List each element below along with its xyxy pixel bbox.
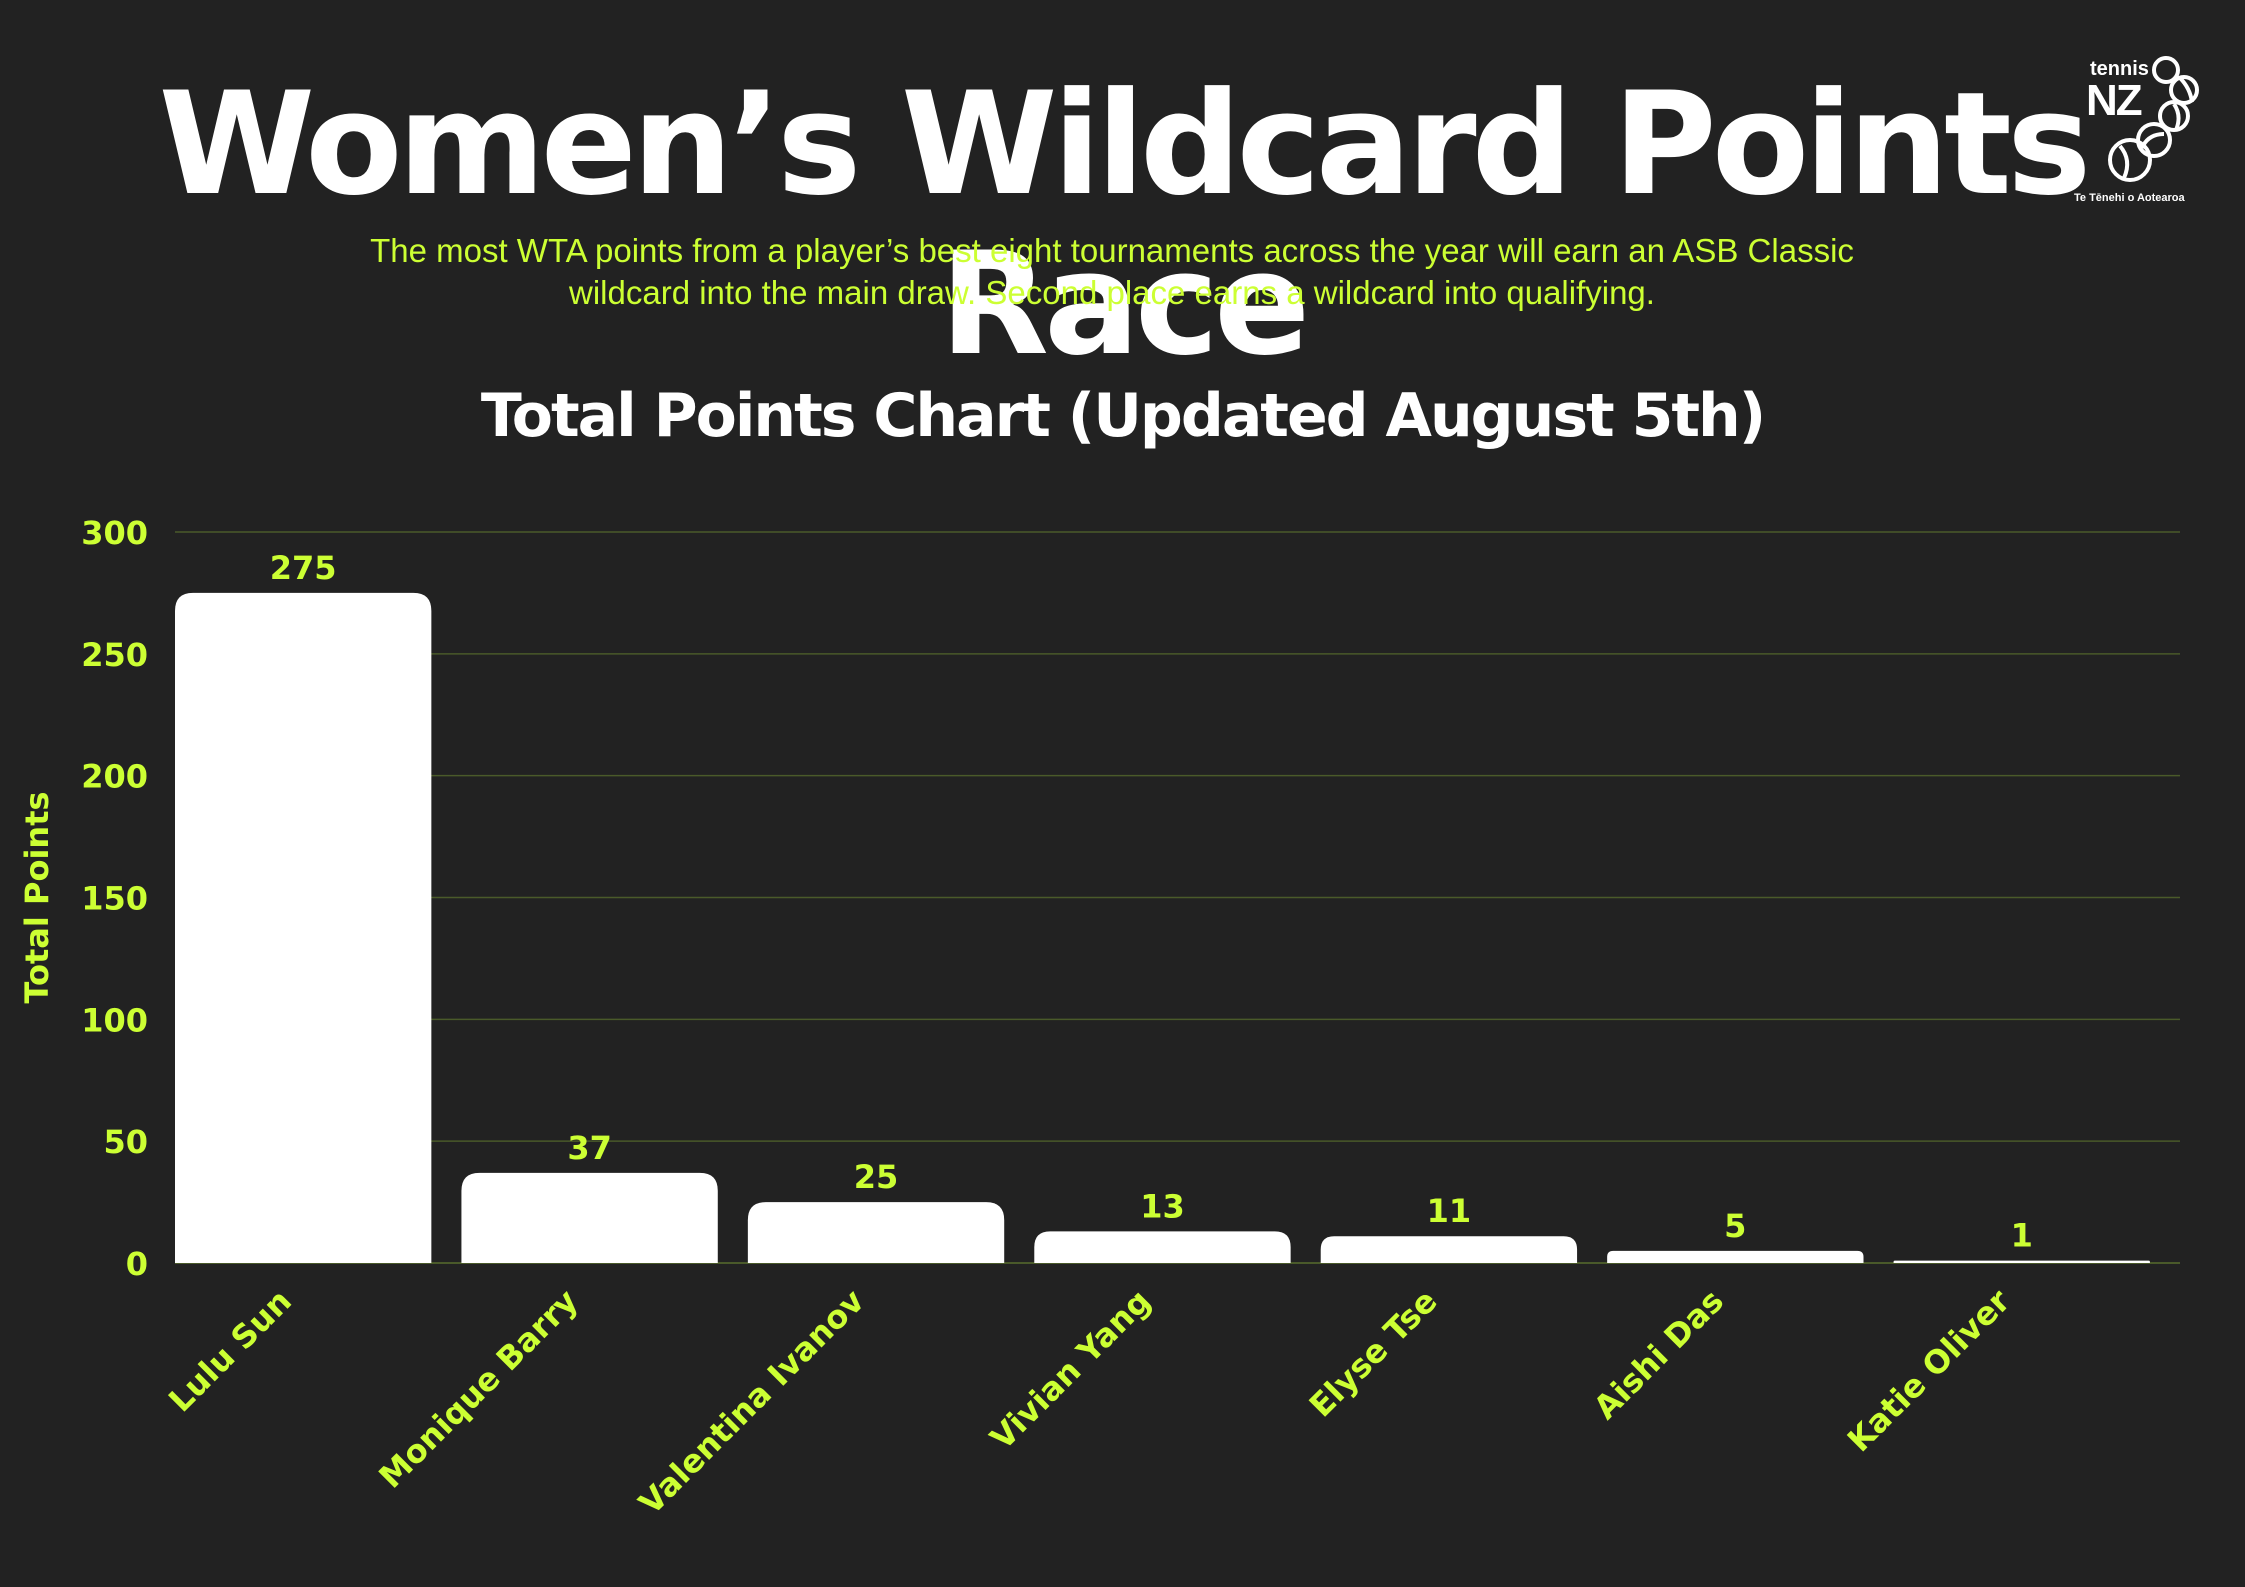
tennis-balls-icon bbox=[2108, 56, 2199, 182]
tennis-nz-logo: tennis NZ Te Tēnehi o Aotearoa bbox=[2074, 48, 2220, 208]
bar bbox=[1893, 1260, 2150, 1263]
data-label: 275 bbox=[270, 549, 337, 587]
x-tick-label: Monique Barry bbox=[371, 1282, 585, 1496]
subtitle-line-2: wildcard into the main draw. Second plac… bbox=[569, 274, 1655, 311]
y-tick-label: 250 bbox=[81, 636, 148, 674]
data-label: 1 bbox=[2011, 1217, 2033, 1255]
bar bbox=[1034, 1231, 1291, 1263]
bar bbox=[461, 1172, 718, 1263]
subtitle: The most WTA points from a player’s best… bbox=[292, 230, 1932, 314]
data-label: 25 bbox=[854, 1158, 899, 1196]
bar bbox=[175, 592, 432, 1263]
x-tick-label: Lulu Sun bbox=[161, 1282, 299, 1420]
y-tick-label: 300 bbox=[81, 514, 148, 552]
data-label: 11 bbox=[1427, 1192, 1472, 1230]
page-title: Women’s Wildcard Points Race bbox=[158, 62, 2092, 387]
chart-title: Total Points Chart (Updated August 5th) bbox=[480, 381, 1766, 451]
x-tick-label: Valentina Ivanov bbox=[631, 1282, 871, 1522]
x-tick-label: Elyse Tse bbox=[1302, 1282, 1445, 1425]
y-tick-label: 150 bbox=[81, 880, 148, 918]
x-tick-label: Vivian Yang bbox=[983, 1282, 1158, 1457]
data-label: 13 bbox=[1140, 1187, 1185, 1225]
x-tick-label: Katie Oliver bbox=[1840, 1282, 2018, 1460]
bar bbox=[1607, 1250, 1864, 1263]
bar bbox=[747, 1202, 1005, 1263]
y-tick-label: 50 bbox=[103, 1123, 148, 1161]
data-label: 5 bbox=[1724, 1207, 1746, 1245]
logo-word-nz: NZ bbox=[2086, 76, 2143, 125]
data-label: 37 bbox=[567, 1129, 612, 1167]
logo-tagline: Te Tēnehi o Aotearoa bbox=[2074, 192, 2185, 204]
logo-word-tennis: tennis bbox=[2090, 58, 2149, 80]
x-tick-label: Aishi Das bbox=[1586, 1282, 1731, 1427]
bar bbox=[1320, 1236, 1578, 1263]
y-tick-label: 200 bbox=[81, 758, 148, 796]
y-tick-label: 0 bbox=[126, 1245, 148, 1283]
y-axis-label: Total Points bbox=[18, 791, 56, 1003]
subtitle-line-1: The most WTA points from a player’s best… bbox=[370, 232, 1854, 269]
y-tick-label: 100 bbox=[81, 1001, 148, 1039]
